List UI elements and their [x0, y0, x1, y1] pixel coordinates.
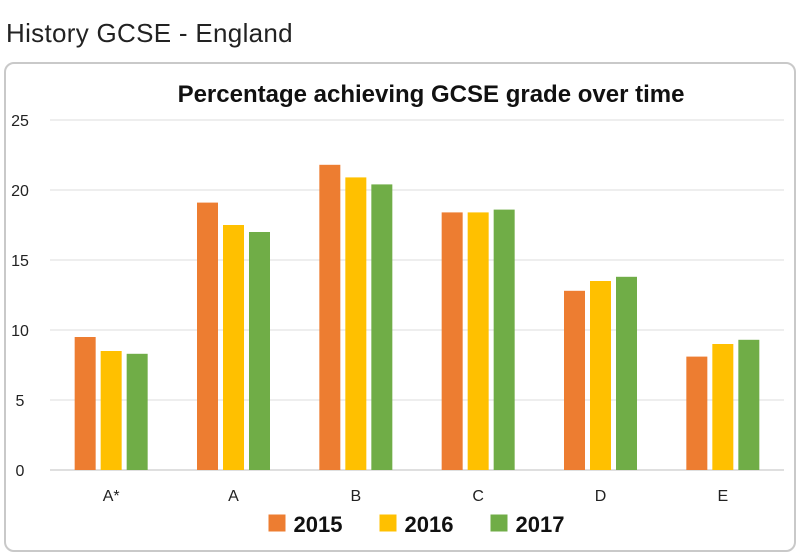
- bar-2017-Astar: [126, 353, 148, 470]
- y-tick-label: 0: [16, 463, 25, 480]
- bar-2015-A: [197, 202, 218, 470]
- bar-2015-E: [686, 356, 708, 470]
- y-tick-label: 20: [11, 183, 29, 200]
- x-tick-label: D: [595, 488, 607, 505]
- bar-2015-D: [564, 290, 585, 470]
- y-tick-label: 15: [11, 253, 29, 270]
- bar-2016-Astar: [100, 351, 122, 470]
- bar-2017-A: [249, 232, 270, 470]
- legend-swatch-2015: [268, 514, 286, 532]
- x-tick-label: A: [228, 488, 239, 505]
- y-axis: 0 5 10 15 20 25: [11, 113, 29, 480]
- bar-2016-C: [467, 212, 489, 470]
- bar-2017-C: [493, 209, 515, 470]
- bars: [74, 164, 760, 471]
- gridlines: [50, 119, 784, 471]
- bar-2017-E: [738, 339, 760, 470]
- bar-2016-D: [590, 281, 611, 470]
- y-tick-label: 10: [11, 323, 29, 340]
- bar-2015-Astar: [74, 337, 96, 470]
- x-axis: A* A B C D E: [103, 488, 728, 505]
- bar-2017-D: [616, 276, 637, 470]
- legend-label: 2017: [516, 512, 565, 537]
- legend-label: 2015: [294, 512, 343, 537]
- legend-swatch-2017: [490, 514, 508, 532]
- x-tick-label: B: [350, 488, 361, 505]
- bar-2015-B: [319, 164, 341, 471]
- bar-2016-A: [223, 225, 244, 470]
- chart-title: Percentage achieving GCSE grade over tim…: [178, 81, 685, 108]
- x-tick-label: A*: [103, 488, 120, 505]
- bar-2016-E: [712, 344, 734, 470]
- legend-swatch-2016: [379, 514, 397, 532]
- legend: 2015 2016 2017: [268, 512, 565, 537]
- bar-2016-B: [345, 177, 367, 470]
- page-heading: History GCSE - England: [6, 18, 293, 48]
- y-tick-label: 5: [16, 393, 25, 410]
- x-tick-label: C: [472, 488, 484, 505]
- y-tick-label: 25: [11, 113, 29, 130]
- legend-label: 2016: [405, 512, 454, 537]
- bar-2017-B: [371, 184, 393, 470]
- bar-2015-C: [441, 212, 463, 470]
- x-tick-label: E: [717, 488, 728, 505]
